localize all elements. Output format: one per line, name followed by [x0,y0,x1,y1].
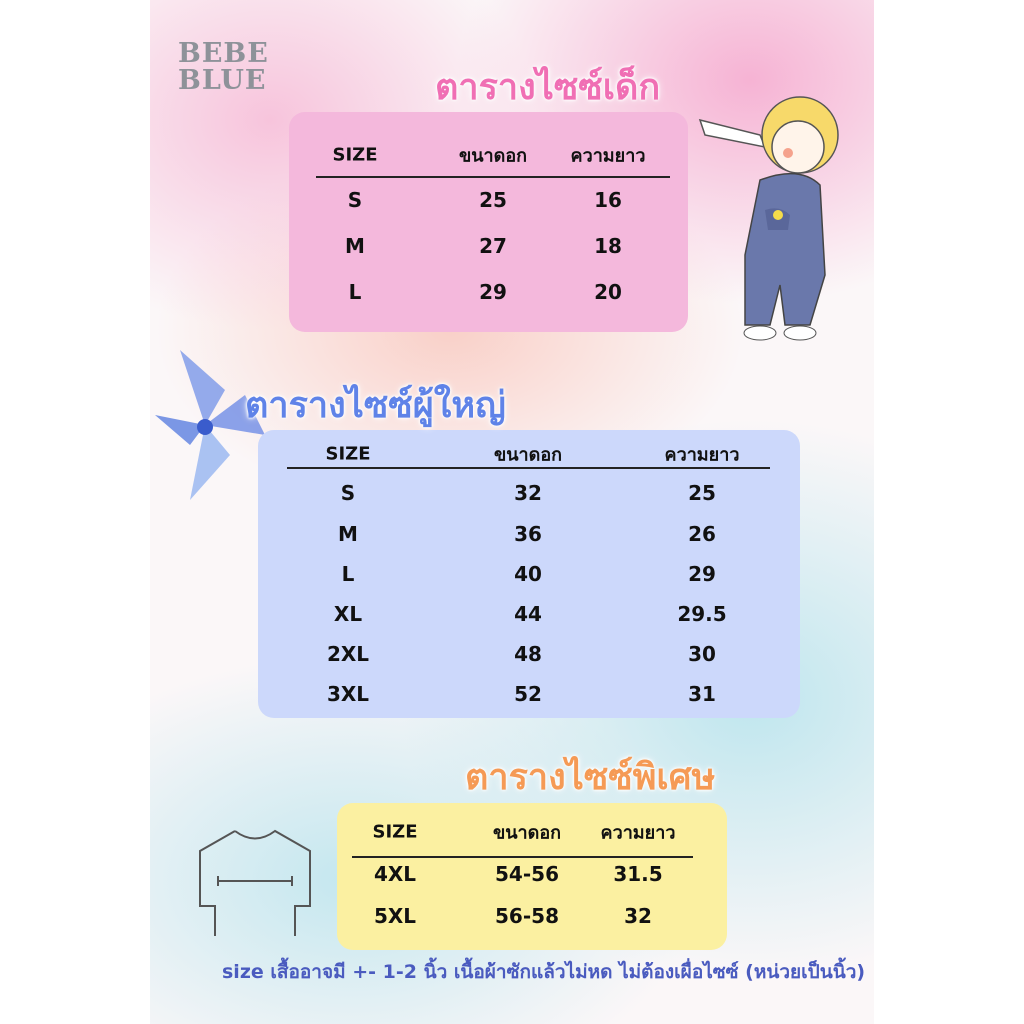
special-header-2: ความยาว [600,822,676,844]
adult-table-cell: 26 [688,522,716,546]
kids-table-cell: 27 [479,234,507,258]
adult-table-cell: XL [333,602,363,626]
special-table-cell: 54-56 [495,862,559,886]
kids-header-1: ขนาดอก [458,145,528,167]
special-table-cell: 56-58 [495,904,559,928]
kids-size-table [289,112,688,332]
logo-line-1: BEBE [178,38,269,69]
special-size-table [337,803,727,950]
special-table-cell: 32 [624,904,652,928]
kids-table-cell: L [348,280,362,304]
adult-table-cell: M [338,522,358,546]
adult-table-cell: 44 [514,602,542,626]
special-header-divider [352,856,693,858]
adult-table-cell: 32 [514,481,542,505]
special-table-cell: 5XL [373,904,417,928]
special-table-title: ตารางไซซ์พิเศษ [465,757,716,798]
adult-header-0: SIZE [325,443,371,465]
adult-table-title: ตารางไซซ์ผู้ใหญ่ [245,385,506,426]
logo-line-2: BLUE [178,65,267,96]
adult-table-cell: 3XL [326,682,370,706]
adult-table-cell: 2XL [326,642,370,666]
adult-table-cell: 29 [688,562,716,586]
adult-header-divider [287,467,770,469]
brand-logo: BEBE BLUE [178,40,269,94]
kids-header-0: SIZE [332,144,378,166]
kids-table-title: ตารางไซซ์เด็ก [435,67,661,108]
kids-table-cell: 18 [594,234,622,258]
adult-size-table [258,430,800,718]
kids-table-cell: 29 [479,280,507,304]
adult-table-cell: S [340,481,356,505]
blue-flower-illustration [155,350,265,500]
adult-table-cell: 48 [514,642,542,666]
adult-table-cell: 36 [514,522,542,546]
kids-header-2: ความยาว [570,145,646,167]
kids-header-divider [316,176,670,178]
kids-table-cell: 16 [594,188,622,212]
adult-header-2: ความยาว [664,444,740,466]
special-table-cell: 4XL [373,862,417,886]
special-header-0: SIZE [372,821,418,843]
adult-table-cell: 29.5 [677,602,727,626]
kids-table-cell: S [347,188,363,212]
kids-table-cell: 25 [479,188,507,212]
adult-table-cell: 31 [688,682,716,706]
kids-table-cell: 20 [594,280,622,304]
adult-table-cell: 52 [514,682,542,706]
adult-table-cell: 25 [688,481,716,505]
adult-table-cell: L [341,562,355,586]
adult-table-cell: 40 [514,562,542,586]
adult-header-1: ขนาดอก [493,444,563,466]
adult-table-cell: 30 [688,642,716,666]
child-overalls-illustration [698,96,839,341]
kids-table-cell: M [345,234,365,258]
special-header-1: ขนาดอก [492,822,562,844]
special-table-cell: 31.5 [613,862,663,886]
tshirt-chest-measure-icon [199,829,311,936]
size-footnote: size เสื้ออาจมี +- 1-2 นิ้ว เนื้อผ้าซักแ… [222,961,866,983]
